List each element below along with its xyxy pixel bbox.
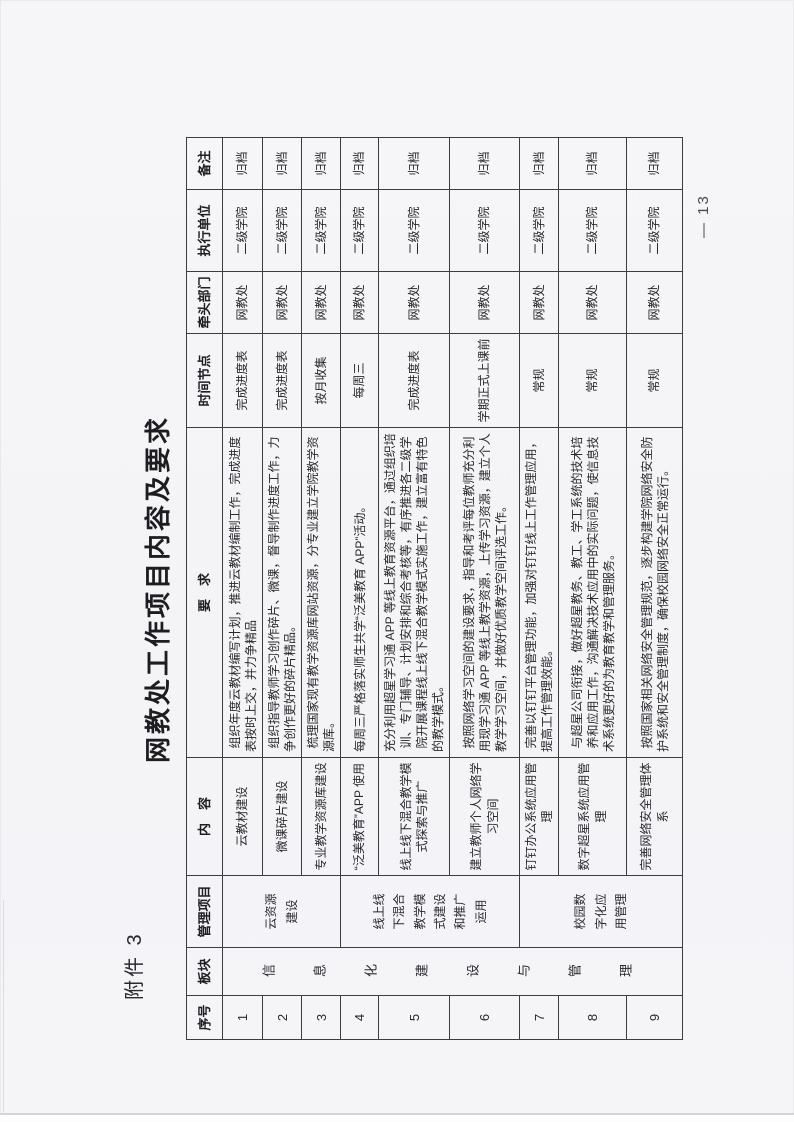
- time-cell: 完成进度表: [262, 333, 302, 428]
- table-row: 7 校园数字化应用管理 钉钉办公系统应用管理 完善以钉钉平台管理功能，加强对钉钉…: [519, 137, 683, 1040]
- row-number-cell: 6: [449, 995, 520, 1040]
- remark-cell: 归档: [340, 137, 379, 190]
- column-header-lead: 牵头部门: [186, 271, 223, 334]
- scan-bottom-edge: [0, 1113, 794, 1115]
- requirement-cell: 每周三严格落实师生共学“泛美教育 APP”活动。: [340, 427, 379, 758]
- block-text: 信息化建设与管理: [261, 964, 670, 979]
- time-cell: 完成进度表: [222, 333, 263, 428]
- page-number: — 13: [695, 194, 712, 238]
- time-cell: 常规: [626, 333, 683, 428]
- requirement-cell: 组织年度云教材编写计划，推进云教材编制工作，完成进度表按时上交，并力争精品: [222, 427, 263, 758]
- row-number-cell: 1: [222, 995, 263, 1040]
- executor-cell: 二级学院: [449, 189, 520, 272]
- time-cell: 每周三: [340, 333, 379, 428]
- lead-cell: 网教处: [519, 271, 559, 334]
- table-row: 4 线上线下混合教学模式建设和推广运用 “泛美教育”APP 使用 每周三严格落实…: [340, 137, 520, 1040]
- content-cell: 钉钉办公系统应用管理: [519, 757, 559, 876]
- time-cell: 常规: [558, 333, 627, 428]
- executor-cell: 二级学院: [222, 189, 263, 272]
- time-cell: 完成进度表: [378, 333, 450, 428]
- column-header-content: 内 容: [186, 757, 223, 876]
- row-number-cell: 7: [519, 995, 559, 1040]
- page-title: 网教处工作项目内容及要求: [143, 415, 173, 764]
- lead-cell: 网教处: [301, 271, 341, 334]
- lead-cell: 网教处: [340, 271, 379, 334]
- row-number-cell: 4: [340, 995, 379, 1040]
- project-group-cell: 线上线下混合教学模式建设和推广运用: [340, 875, 520, 948]
- remark-cell: 归档: [222, 137, 263, 190]
- scan-bottom-strip: [0, 1115, 794, 1122]
- column-header-project: 管理项目: [186, 875, 223, 948]
- column-header-executor: 执行单位: [186, 189, 223, 272]
- column-header-requirement: 要 求: [186, 427, 223, 758]
- time-cell: 按月收集: [301, 333, 341, 428]
- header-row: 序号 板块 管理项目 内 容 要 求 时间节点 牵头部门 执行单位 备注: [186, 137, 223, 1040]
- remark-cell: 归档: [449, 137, 520, 190]
- lead-cell: 网教处: [558, 271, 627, 334]
- content-cell: 建立教师个人网络学习空间: [449, 757, 520, 876]
- requirement-cell: 完善以钉钉平台管理功能，加强对钉钉线上工作管理应用，提高工作管理效能。: [519, 427, 559, 758]
- executor-cell: 二级学院: [262, 189, 302, 272]
- requirement-cell: 充分利用超星学习通 APP 等线上教育资源平台，通过组织培训、专门辅导、计划安排…: [378, 427, 450, 758]
- content-cell: 数字超星系统应用管理: [558, 757, 627, 876]
- lead-cell: 网教处: [222, 271, 263, 334]
- content-cell: 专业教学资源库建设: [301, 757, 341, 876]
- content-cell: 微课碎片建设: [262, 757, 302, 876]
- lead-cell: 网教处: [626, 271, 683, 334]
- remark-cell: 归档: [262, 137, 302, 190]
- remark-cell: 归档: [558, 137, 627, 190]
- row-number-cell: 9: [626, 995, 683, 1040]
- project-group-cell: 云资源建设: [222, 875, 341, 948]
- work-items-table: 序号 板块 管理项目 内 容 要 求 时间节点 牵头部门 执行单位 备注 1 信…: [186, 137, 683, 1040]
- scan-left-edge: [3, 900, 4, 1112]
- table-row: 1 信息化建设与管理 云资源建设 云教材建设 组织年度云教材编写计划，推进云教材…: [222, 137, 683, 1040]
- content-cell: 完善网络安全管理体系: [626, 757, 683, 876]
- remark-cell: 归档: [626, 137, 683, 190]
- content-cell: 云教材建设: [222, 757, 263, 876]
- column-header-block: 板块: [186, 947, 223, 996]
- row-number-cell: 8: [558, 995, 627, 1040]
- block-cell: 信息化建设与管理: [222, 947, 683, 996]
- executor-cell: 二级学院: [378, 189, 450, 272]
- remark-cell: 归档: [519, 137, 559, 190]
- requirement-cell: 按照网络学习空间的建设要求，指导和考评每位教师充分利用现学习通 APP 等线上教…: [449, 427, 520, 758]
- requirement-cell: 组织指导教师学习创作碎片、微课，督导制作进度工作，力争创作更好的碎片精品。: [262, 427, 302, 758]
- content-cell: 线上线下混合教学模式探索与推广: [378, 757, 450, 876]
- row-number-cell: 2: [262, 995, 302, 1040]
- lead-cell: 网教处: [449, 271, 520, 334]
- lead-cell: 网教处: [378, 271, 450, 334]
- time-cell: 常规: [519, 333, 559, 428]
- project-group-cell: 校园数字化应用管理: [519, 875, 683, 948]
- content-cell: “泛美教育”APP 使用: [340, 757, 379, 876]
- time-cell: 学期正式上课前: [449, 333, 520, 428]
- row-number-cell: 5: [378, 995, 450, 1040]
- row-number-cell: 3: [301, 995, 341, 1040]
- column-header-remark: 备注: [186, 137, 223, 190]
- remark-cell: 归档: [301, 137, 341, 190]
- executor-cell: 二级学院: [558, 189, 627, 272]
- requirement-cell: 梳理国家现有教学资源库网站资源，分专业建立学院教学资源库。: [301, 427, 341, 758]
- remark-cell: 归档: [378, 137, 450, 190]
- column-header-no: 序号: [186, 995, 223, 1040]
- executor-cell: 二级学院: [340, 189, 379, 272]
- executor-cell: 二级学院: [626, 189, 683, 272]
- requirement-cell: 与超星公司衔接，做好超星教务、教工、学工系统的技术培养和应用工作，沟通解决技术应…: [558, 427, 627, 758]
- executor-cell: 二级学院: [519, 189, 559, 272]
- requirement-cell: 按照国家相关网络安全管理规范，逐步构建学院网络安全防护系统和安全管理制度，确保校…: [626, 427, 683, 758]
- executor-cell: 二级学院: [301, 189, 341, 272]
- lead-cell: 网教处: [262, 271, 302, 334]
- column-header-time: 时间节点: [186, 333, 223, 428]
